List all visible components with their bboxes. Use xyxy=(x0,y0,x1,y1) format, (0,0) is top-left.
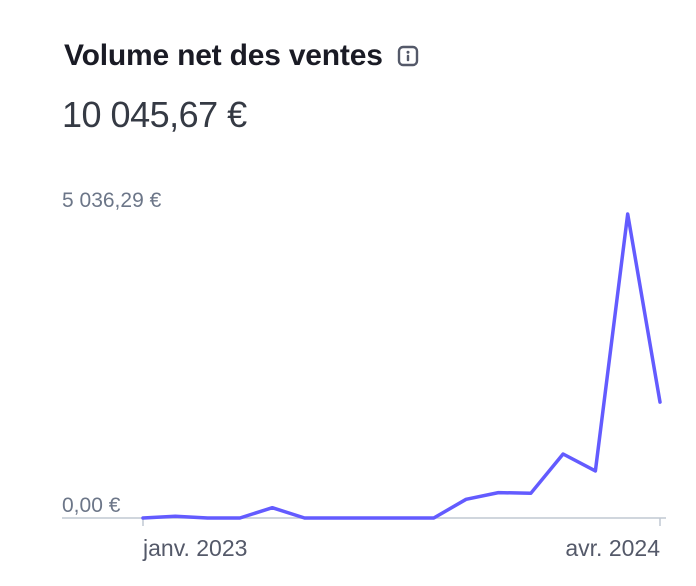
series-line xyxy=(141,212,662,520)
x-tick-label: avr. 2024 xyxy=(565,535,660,561)
card-title: Volume net des ventes xyxy=(64,39,383,72)
title-row: Volume net des ventes xyxy=(64,36,419,76)
y-axis-ticks: 5 036,29 € 0,00 € xyxy=(62,189,162,517)
series-layer xyxy=(141,212,662,520)
y-tick-label: 5 036,29 € xyxy=(62,189,162,212)
info-icon[interactable] xyxy=(397,45,419,67)
net-volume-total: 10 045,67 € xyxy=(62,94,247,135)
x-tick-label: janv. 2023 xyxy=(142,535,247,561)
y-tick-label: 0,00 € xyxy=(62,494,121,517)
x-axis-ticks: janv. 2023 avr. 2024 xyxy=(142,535,660,561)
